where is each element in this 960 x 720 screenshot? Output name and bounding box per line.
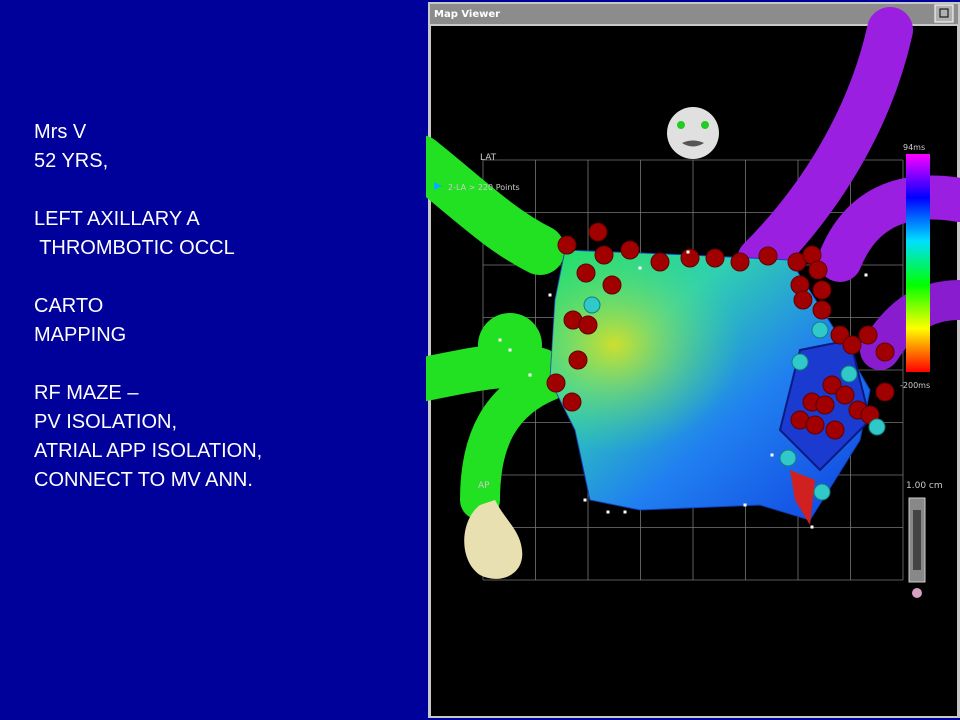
face-mouth	[682, 140, 704, 147]
tag-point	[791, 353, 809, 371]
ablation-point	[680, 248, 700, 268]
map-viewer: Map Viewer LAT 2-LA > 220 Points	[426, 2, 960, 718]
point-marker	[606, 510, 610, 514]
ablation-point	[546, 373, 566, 393]
point-marker	[528, 373, 532, 377]
ablation-point	[602, 275, 622, 295]
ablation-point	[822, 375, 842, 395]
face-eye	[701, 121, 709, 129]
note-line: MAPPING	[34, 324, 127, 346]
note-line: 52 YRS,	[34, 150, 109, 172]
orientation-label: AP	[478, 481, 490, 491]
scale-bottom-label: -200ms	[900, 381, 930, 390]
title-bar	[430, 4, 958, 24]
point-marker	[638, 266, 642, 270]
point-marker	[498, 338, 502, 342]
maximize-button[interactable]	[934, 4, 954, 23]
ablation-point	[808, 260, 828, 280]
point-marker	[686, 250, 690, 254]
ablation-point	[875, 382, 895, 402]
ablation-point	[557, 235, 577, 255]
view-label: LAT	[480, 153, 497, 163]
tag-point	[811, 321, 829, 339]
red-patch	[790, 470, 815, 525]
color-bar	[906, 154, 930, 372]
face-eye	[677, 121, 685, 129]
vessel-end	[478, 313, 542, 377]
window-title: Map Viewer	[434, 9, 500, 20]
point-marker	[623, 510, 627, 514]
ablation-point	[578, 315, 598, 335]
heart-icon	[464, 500, 523, 579]
point-marker	[810, 525, 814, 529]
ablation-point	[758, 246, 778, 266]
ablation-point	[835, 385, 855, 405]
ablation-point	[568, 350, 588, 370]
note-line: RF MAZE –	[34, 382, 139, 404]
scale-top-label: 94ms	[903, 143, 925, 152]
scale-slider-track	[913, 510, 921, 570]
maximize-icon	[939, 8, 949, 18]
ablation-point	[812, 280, 832, 300]
ablation-point	[620, 240, 640, 260]
paragraph: Mrs V 52 YRS,	[34, 118, 262, 176]
point-marker	[508, 348, 512, 352]
ablation-point	[815, 395, 835, 415]
note-line: PV ISOLATION,	[34, 411, 177, 433]
ablation-point	[588, 222, 608, 242]
ablation-point	[594, 245, 614, 265]
paragraph: RF MAZE – PV ISOLATION, ATRIAL APP ISOLATI…	[34, 379, 262, 495]
ablation-point	[650, 252, 670, 272]
ablation-points	[498, 222, 895, 529]
note-line: LEFT AXILLARY A	[34, 208, 200, 230]
slider-knob[interactable]	[912, 588, 922, 598]
note-line: Mrs V	[34, 121, 87, 143]
ablation-point	[805, 415, 825, 435]
ablation-point	[842, 335, 862, 355]
ablation-point	[705, 248, 725, 268]
ablation-point	[562, 392, 582, 412]
point-marker	[770, 453, 774, 457]
ablation-point	[793, 290, 813, 310]
note-line: THROMBOTIC OCCL	[34, 237, 235, 259]
tag-point	[779, 449, 797, 467]
notes-panel: Mrs V 52 YRS, LEFT AXILLARY A THROMBOTIC O…	[0, 0, 426, 720]
tag-point	[840, 365, 858, 383]
map-marker	[434, 182, 442, 190]
note-line: CARTO	[34, 295, 104, 317]
ablation-point	[812, 300, 832, 320]
tag-point	[868, 418, 886, 436]
orientation-face	[667, 107, 719, 159]
scale-bar-label: 1.00 cm	[906, 481, 943, 491]
ablation-point	[858, 325, 878, 345]
point-marker	[583, 498, 587, 502]
note-line: ATRIAL APP ISOLATION,	[34, 440, 263, 462]
notes: Mrs V 52 YRS, LEFT AXILLARY A THROMBOTIC O…	[34, 118, 262, 524]
point-marker	[864, 273, 868, 277]
point-marker	[548, 293, 552, 297]
ablation-point	[875, 342, 895, 362]
paragraph: LEFT AXILLARY A THROMBOTIC OCCL	[34, 205, 262, 263]
ablation-point	[576, 263, 596, 283]
ablation-point	[825, 420, 845, 440]
tag-point	[583, 296, 601, 314]
ablation-point	[730, 252, 750, 272]
tag-point	[813, 483, 831, 501]
map-label: 2-LA > 220 Points	[448, 183, 520, 192]
point-marker	[743, 503, 747, 507]
note-line: CONNECT TO MV ANN.	[34, 469, 253, 491]
paragraph: CARTO MAPPING	[34, 292, 262, 350]
